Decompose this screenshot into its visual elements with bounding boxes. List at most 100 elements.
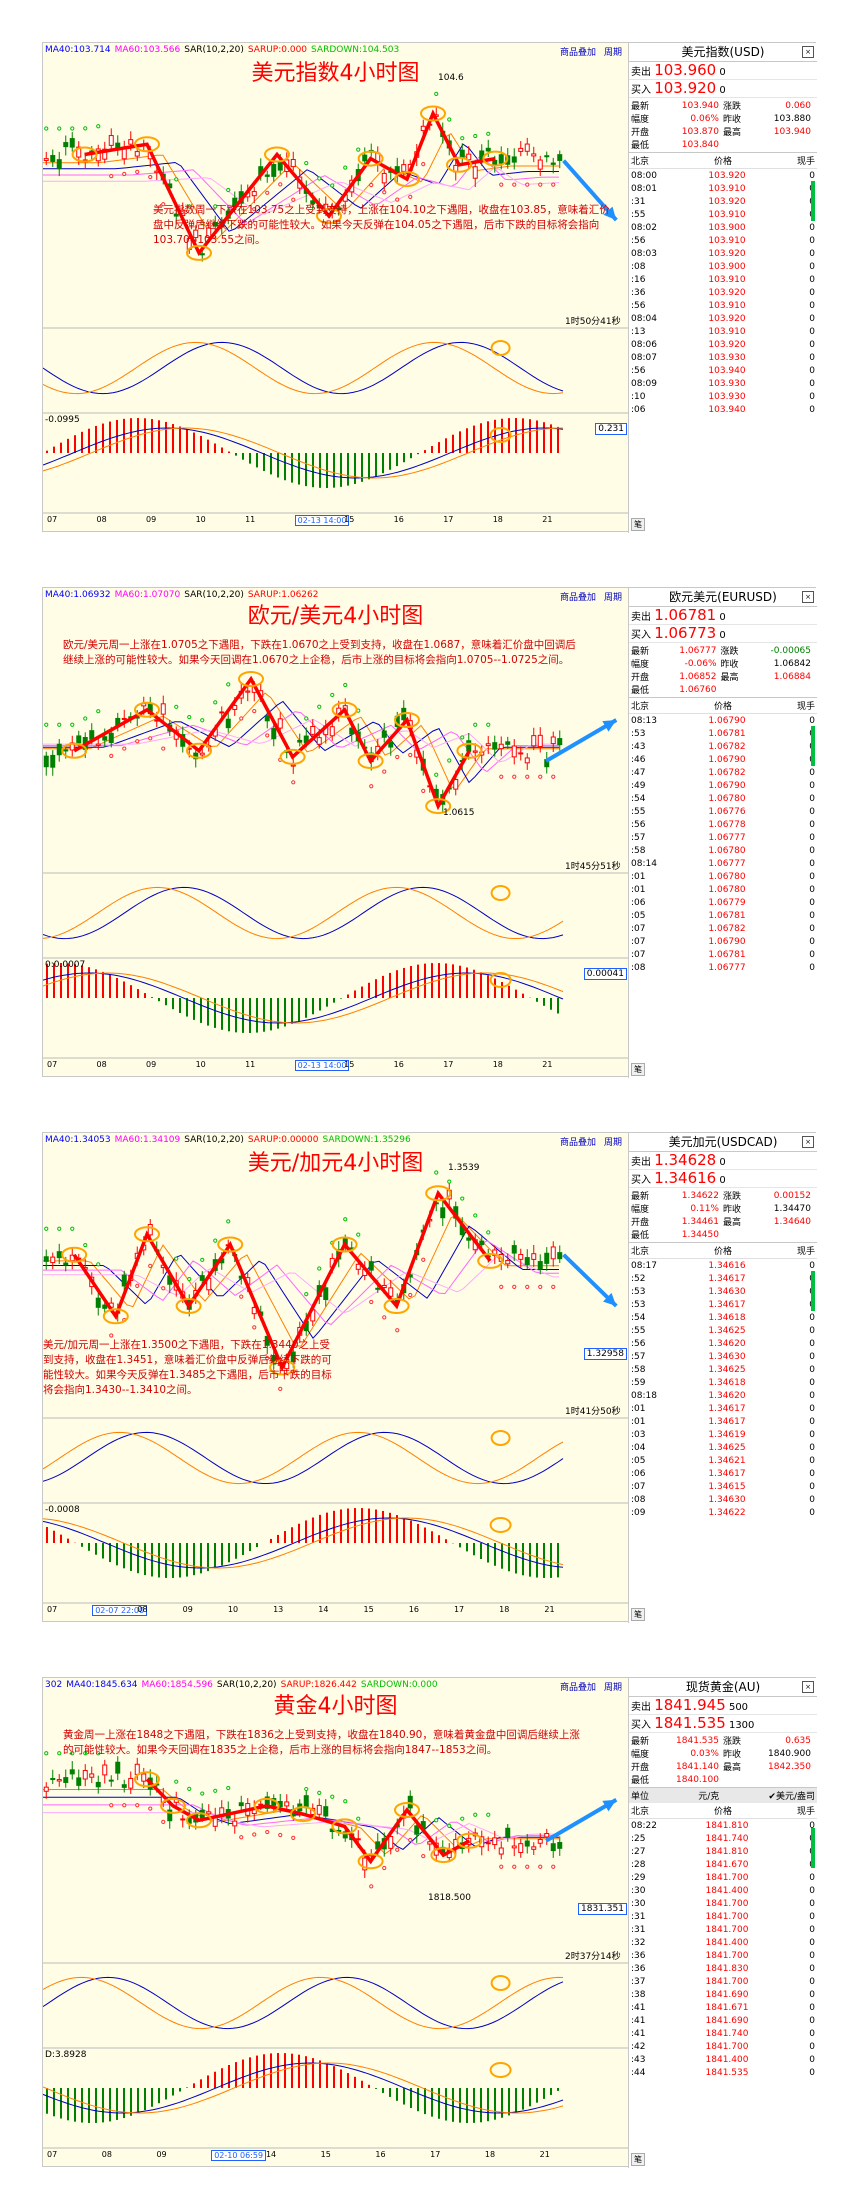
tick-cell: 103.900 — [708, 222, 746, 233]
ticks-header: 北京 价格 现手 — [629, 698, 817, 714]
time-axis-label: 15 — [344, 1060, 355, 1069]
tick-cell: 1.06782 — [708, 923, 746, 934]
sar-dot — [551, 1864, 556, 1869]
candle-body — [264, 174, 270, 177]
ticks-tab[interactable]: 笔 — [631, 518, 645, 531]
overlay-button[interactable]: 商品叠加 — [559, 48, 596, 58]
legend-item: SAR(10,2,20) — [184, 45, 244, 55]
tick-list[interactable]: 08:00 103.920 0 08:01 103.910 0:31 103.920 0:55… — [629, 169, 817, 416]
sar-dot — [135, 1283, 140, 1288]
candle-body — [199, 253, 205, 256]
tick-row: :07 1.06782 0 — [629, 922, 817, 935]
time-axis-label: 17 — [443, 515, 454, 524]
chart-svg — [43, 91, 628, 514]
candle-body — [258, 1803, 264, 1806]
close-icon[interactable]: × — [802, 46, 814, 58]
candle-body — [459, 149, 465, 159]
oscillator-line — [43, 341, 564, 395]
chart-area[interactable]: MA40:103.714 MA60:103.566 SAR(10,2,20) SARU… — [43, 43, 628, 533]
sar-dot — [96, 124, 101, 129]
sar-dot — [330, 1794, 335, 1799]
candle-body — [388, 1836, 394, 1849]
buy-row[interactable]: 买入 103.920 0 — [629, 80, 817, 98]
chart-area[interactable]: MA40:1.34053 MA60:1.34109 SAR(10,2,20) SARU… — [43, 1133, 628, 1623]
unit-option[interactable]: 单位 — [631, 1792, 650, 1802]
tick-row: :36 103.920 0 — [629, 286, 817, 299]
tick-cell: 0 — [809, 339, 815, 350]
tick-cell: 0 — [809, 1390, 815, 1401]
pivot-circle — [134, 1771, 160, 1788]
tick-row: :13 103.910 0 — [629, 325, 817, 338]
pivot-circle — [264, 146, 290, 163]
period-button[interactable]: 周期 — [603, 1683, 622, 1693]
overlay-button[interactable]: 商品叠加 — [559, 1138, 596, 1148]
sell-row[interactable]: 卖出 1.06781 0 — [629, 607, 817, 625]
tick-cell: 1.06778 — [708, 819, 746, 830]
pivot-circle — [61, 742, 88, 759]
stat-cell: 昨收 — [722, 1205, 741, 1215]
stat-cell: 0.635 — [785, 1735, 811, 1746]
sar-dot — [122, 171, 127, 177]
time-axis-label: 16 — [393, 515, 404, 524]
macd-line — [43, 427, 564, 479]
tick-list[interactable]: 08:221841.8100:251841.7400:271841.8100:2… — [629, 1819, 817, 2079]
ticks-tab[interactable]: 笔 — [631, 1608, 645, 1621]
sell-row[interactable]: 卖出 1.34628 0 — [629, 1152, 817, 1170]
tick-cell: 0 — [809, 274, 815, 285]
period-button[interactable]: 周期 — [603, 593, 622, 603]
overlay-button[interactable]: 商品叠加 — [559, 1683, 596, 1693]
sar-dot — [200, 1257, 205, 1262]
sell-row[interactable]: 卖出 1841.945 500 — [629, 1697, 817, 1715]
ticks-column-header: 现手 — [796, 1807, 815, 1817]
buy-row[interactable]: 买入 1841.535 1300 — [629, 1715, 817, 1733]
sell-row[interactable]: 卖出 103.960 0 — [629, 62, 817, 80]
overlay-button[interactable]: 商品叠加 — [559, 593, 596, 603]
ticks-tab[interactable]: 笔 — [631, 2153, 645, 2166]
sar-dot — [486, 131, 491, 136]
chart-area[interactable]: MA40:1.06932 MA60:1.07070 SAR(10,2,20) SARU… — [43, 588, 628, 1078]
period-button[interactable]: 周期 — [603, 1138, 622, 1148]
candle-body — [225, 718, 231, 729]
tick-list[interactable]: 08:13 1.06790 0:53 1.06781 0:43 1.06782 0:46 1.… — [629, 714, 817, 974]
tick-cell: 08:18 — [631, 1390, 657, 1401]
period-button[interactable]: 周期 — [603, 48, 622, 58]
tick-cell: 1841.700 — [705, 1924, 749, 1935]
tick-cell: 0 — [809, 261, 815, 272]
quote-stats: 最新 1841.535 涨跌 0.635 幅度 0.03% 昨收 1840.900 开盘 1841… — [629, 1733, 817, 1788]
tick-list[interactable]: 08:17 1.34616 0:52 1.34617 0:53 1.34630 0:53 1.… — [629, 1259, 817, 1519]
ticks-tab[interactable]: 笔 — [631, 1063, 645, 1076]
sar-dot — [330, 692, 335, 698]
candle-body — [121, 1784, 127, 1788]
buy-row[interactable]: 买入 1.06773 0 — [629, 625, 817, 643]
time-axis-label: 14 — [265, 2150, 277, 2159]
chart-area[interactable]: 302 MA40:1845.634 MA60:1854.596 SAR(10,2,20… — [43, 1678, 628, 2168]
sar-dot — [304, 160, 309, 166]
candle-body — [251, 191, 257, 197]
sar-dot — [460, 136, 465, 141]
legend-item: SAR(10,2,20) — [216, 1680, 277, 1690]
ticks-header: 北京 价格 现手 — [629, 153, 817, 169]
tick-row: 08:06 103.920 0 — [629, 338, 817, 351]
chart-toolbar: 商品叠加 周期 — [552, 45, 622, 58]
close-icon[interactable]: × — [802, 1136, 814, 1148]
unit-option[interactable]: ✔美元/盎司 — [768, 1792, 815, 1802]
buy-row[interactable]: 买入 1.34616 0 — [629, 1170, 817, 1188]
stat-cell: 0.11% — [690, 1203, 719, 1214]
tick-cell: 1841.740 — [705, 1833, 749, 1844]
candle-body — [290, 159, 296, 168]
stat-row: 最低 1840.100 — [631, 1773, 815, 1787]
time-axis-label: 11 — [245, 1060, 256, 1069]
close-icon[interactable]: × — [802, 1681, 814, 1693]
tick-row: :29 1841.700 0 — [629, 1871, 817, 1884]
unit-option[interactable]: 元/克 — [698, 1792, 720, 1802]
target-arrowhead — [602, 720, 617, 732]
legend-item: 302 — [45, 1680, 63, 1690]
sar-dot — [382, 190, 387, 195]
close-icon[interactable]: × — [802, 591, 814, 603]
stat-cell — [751, 138, 815, 151]
tick-cell: :31 — [631, 1911, 646, 1922]
sar-dot — [499, 1284, 504, 1289]
unit-selector[interactable]: 单位 元/克 ✔美元/盎司 — [629, 1788, 817, 1803]
tick-cell: 0 — [809, 1950, 815, 1961]
